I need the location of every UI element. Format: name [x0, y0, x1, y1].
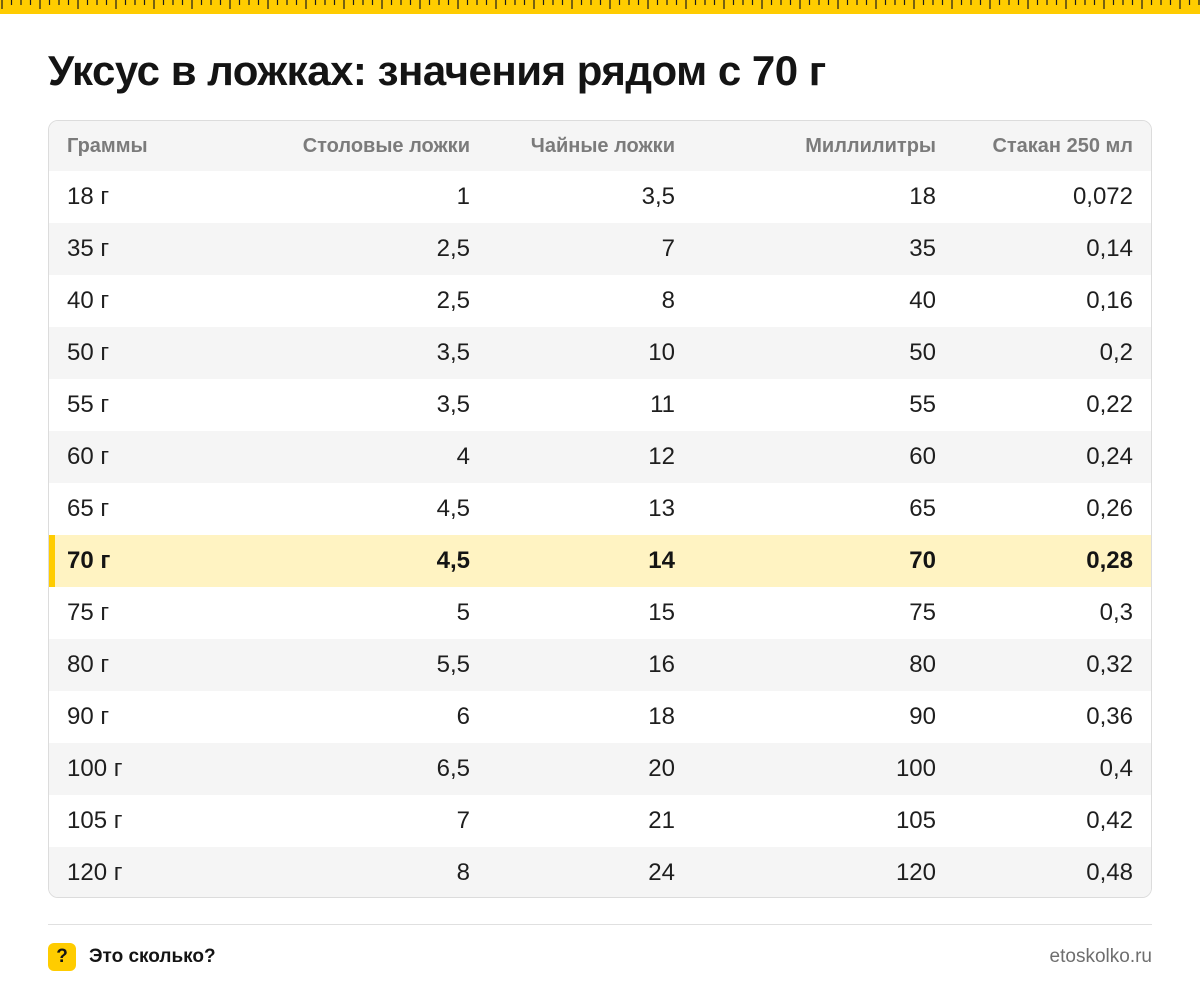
cell-milliliters: 65 — [909, 495, 936, 522]
column-header-milliliters: Миллилитры — [805, 134, 936, 157]
cell-teaspoons: 12 — [648, 443, 675, 470]
cell-glass: 0,28 — [1086, 547, 1133, 574]
cell-glass: 0,22 — [1086, 391, 1133, 418]
cell-teaspoons: 14 — [648, 547, 675, 574]
cell-tablespoons: 5,5 — [436, 651, 470, 678]
cell-tablespoons: 5 — [456, 599, 470, 626]
table-row: 60 г 4 12 60 0,24 — [49, 431, 1151, 483]
cell-milliliters: 105 — [895, 807, 936, 834]
cell-grams: 18 г — [67, 183, 110, 210]
cell-glass: 0,24 — [1086, 443, 1133, 470]
column-header-tablespoons: Столовые ложки — [302, 134, 470, 157]
cell-grams: 40 г — [67, 287, 110, 314]
table-row: 75 г 5 15 75 0,3 — [49, 587, 1151, 639]
cell-milliliters: 50 — [909, 339, 936, 366]
cell-tablespoons: 1 — [456, 183, 470, 210]
cell-teaspoons: 10 — [648, 339, 675, 366]
cell-teaspoons: 24 — [648, 859, 675, 886]
table-row: 65 г 4,5 13 65 0,26 — [49, 483, 1151, 535]
cell-glass: 0,3 — [1099, 599, 1133, 626]
ruler-strip — [0, 0, 1200, 14]
cell-milliliters: 55 — [909, 391, 936, 418]
cell-teaspoons: 18 — [648, 703, 675, 730]
cell-tablespoons: 2,5 — [436, 235, 470, 262]
cell-grams: 75 г — [67, 599, 110, 626]
table-row: 18 г 1 3,5 18 0,072 — [49, 171, 1151, 223]
table-header-row: Граммы Столовые ложки Чайные ложки Милли… — [49, 121, 1151, 171]
cell-teaspoons: 3,5 — [641, 183, 675, 210]
cell-milliliters: 18 — [909, 183, 936, 210]
cell-glass: 0,072 — [1072, 183, 1133, 210]
cell-grams: 100 г — [67, 755, 123, 782]
brand-name: Это сколько? — [89, 946, 216, 967]
table-row: 105 г 7 21 105 0,42 — [49, 795, 1151, 847]
cell-milliliters: 90 — [909, 703, 936, 730]
cell-grams: 65 г — [67, 495, 110, 522]
cell-tablespoons: 6 — [456, 703, 470, 730]
table-row: 80 г 5,5 16 80 0,32 — [49, 639, 1151, 691]
table-row: 50 г 3,5 10 50 0,2 — [49, 327, 1151, 379]
cell-milliliters: 100 — [895, 755, 936, 782]
cell-tablespoons: 2,5 — [436, 287, 470, 314]
cell-tablespoons: 4 — [456, 443, 470, 470]
cell-milliliters: 70 — [909, 547, 936, 574]
cell-glass: 0,16 — [1086, 287, 1133, 314]
cell-grams: 55 г — [67, 391, 110, 418]
table-row-highlighted: 70 г 4,5 14 70 0,28 — [49, 535, 1151, 587]
cell-glass: 0,2 — [1099, 339, 1133, 366]
cell-tablespoons: 4,5 — [436, 495, 470, 522]
page-title: Уксус в ложках: значения рядом с 70 г — [48, 47, 826, 94]
table-row: 100 г 6,5 20 100 0,4 — [49, 743, 1151, 795]
cell-milliliters: 120 — [895, 859, 936, 886]
cell-milliliters: 80 — [909, 651, 936, 678]
column-header-teaspoons: Чайные ложки — [530, 134, 675, 157]
cell-teaspoons: 20 — [648, 755, 675, 782]
cell-glass: 0,36 — [1086, 703, 1133, 730]
table-card: Граммы Столовые ложки Чайные ложки Милли… — [48, 120, 1152, 898]
cell-grams: 50 г — [67, 339, 110, 366]
cell-grams: 80 г — [67, 651, 110, 678]
table-row: 40 г 2,5 8 40 0,16 — [49, 275, 1151, 327]
conversion-table: Граммы Столовые ложки Чайные ложки Милли… — [49, 121, 1151, 897]
cell-milliliters: 60 — [909, 443, 936, 470]
cell-glass: 0,14 — [1086, 235, 1133, 262]
cell-glass: 0,48 — [1086, 859, 1133, 886]
footer-divider — [48, 924, 1152, 925]
cell-tablespoons: 7 — [456, 807, 470, 834]
cell-grams: 60 г — [67, 443, 110, 470]
cell-grams: 120 г — [67, 859, 123, 886]
cell-tablespoons: 6,5 — [436, 755, 470, 782]
cell-teaspoons: 13 — [648, 495, 675, 522]
cell-teaspoons: 15 — [648, 599, 675, 626]
table-row: 120 г 8 24 120 0,48 — [49, 847, 1151, 897]
cell-milliliters: 75 — [909, 599, 936, 626]
cell-milliliters: 40 — [909, 287, 936, 314]
cell-glass: 0,42 — [1086, 807, 1133, 834]
cell-glass: 0,26 — [1086, 495, 1133, 522]
table-row: 90 г 6 18 90 0,36 — [49, 691, 1151, 743]
cell-teaspoons: 11 — [650, 391, 675, 418]
cell-glass: 0,4 — [1099, 755, 1133, 782]
cell-tablespoons: 8 — [456, 859, 470, 886]
column-header-grams: Граммы — [67, 134, 148, 157]
cell-tablespoons: 3,5 — [436, 339, 470, 366]
site-url[interactable]: etoskolko.ru — [1049, 946, 1152, 967]
cell-glass: 0,32 — [1086, 651, 1133, 678]
cell-milliliters: 35 — [909, 235, 936, 262]
cell-teaspoons: 7 — [661, 235, 675, 262]
cell-grams: 105 г — [67, 807, 123, 834]
cell-teaspoons: 21 — [648, 807, 675, 834]
question-icon: ? — [48, 943, 76, 971]
cell-teaspoons: 8 — [661, 287, 675, 314]
table-row: 55 г 3,5 11 55 0,22 — [49, 379, 1151, 431]
cell-grams: 35 г — [67, 235, 110, 262]
cell-grams: 90 г — [67, 703, 110, 730]
cell-teaspoons: 16 — [648, 651, 675, 678]
cell-tablespoons: 4,5 — [436, 547, 470, 574]
cell-grams: 70 г — [49, 535, 221, 587]
table-row: 35 г 2,5 7 35 0,14 — [49, 223, 1151, 275]
column-header-glass: Стакан 250 мл — [992, 134, 1133, 157]
cell-tablespoons: 3,5 — [436, 391, 470, 418]
